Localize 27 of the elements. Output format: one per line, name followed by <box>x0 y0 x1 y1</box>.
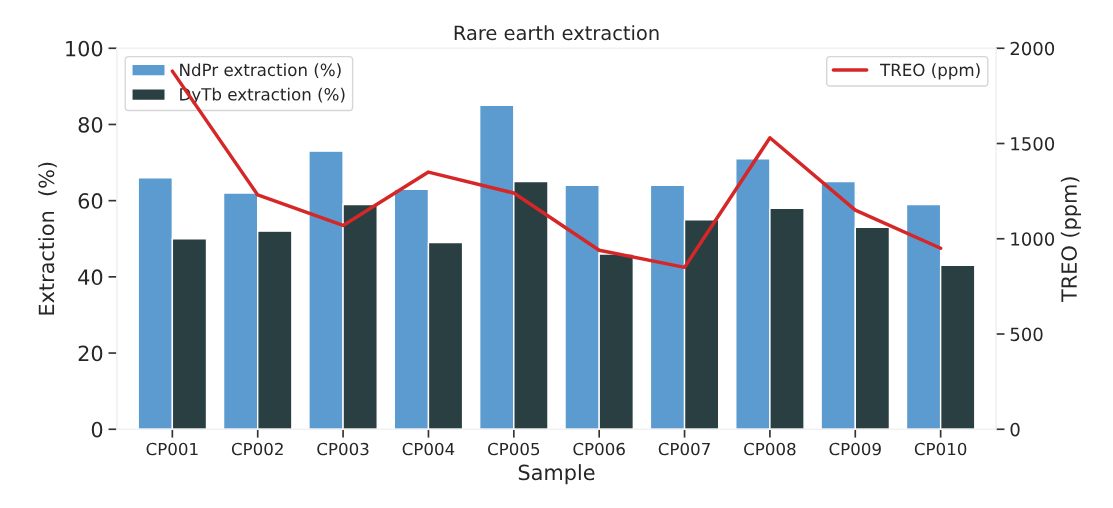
x-tick-label: CP004 <box>402 442 455 456</box>
y-tick-label: 40 <box>78 269 103 286</box>
x-tick-label: CP001 <box>146 442 198 456</box>
y-tick-label: 60 <box>78 193 103 209</box>
y-tick-label: 80 <box>78 116 103 133</box>
x-tick-label: CP007 <box>658 442 710 456</box>
legend-label: TREO (ppm) <box>879 63 980 80</box>
y2-tick-label: 2000 <box>1010 41 1055 56</box>
legend-label: NdPr extraction (%) <box>180 63 341 79</box>
y-tick-label: 0 <box>91 421 103 438</box>
x-tick-label: CP006 <box>573 442 625 456</box>
y-tick-label: 100 <box>66 40 103 57</box>
y2-axis-title: TREO (ppm) <box>1060 177 1081 303</box>
y-tick-label: 20 <box>78 345 103 362</box>
y2-tick-label: 0 <box>1010 422 1020 437</box>
x-tick-label: CP009 <box>829 442 881 456</box>
y2-tick-label: 500 <box>1010 327 1043 342</box>
y-axis-title: Extraction (%) <box>38 162 57 315</box>
x-tick-label: CP005 <box>488 442 540 456</box>
y2-tick-label: 1500 <box>1011 136 1055 151</box>
x-tick-label: CP010 <box>914 442 967 456</box>
y2-tick-label: 1000 <box>1011 232 1055 246</box>
x-tick-label: CP002 <box>231 442 283 456</box>
x-axis-title: Sample <box>518 464 595 485</box>
chart-title: Rare earth extraction <box>454 25 659 41</box>
x-tick-label: CP008 <box>744 442 796 456</box>
x-tick-label: CP003 <box>317 442 369 456</box>
